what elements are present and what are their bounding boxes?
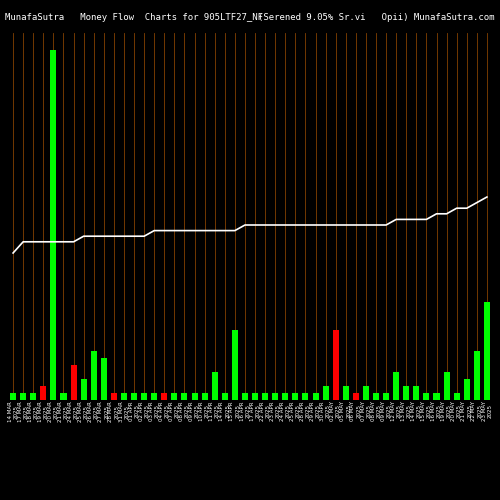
Bar xyxy=(20,393,26,400)
Bar xyxy=(363,386,369,400)
Bar xyxy=(383,393,389,400)
Bar xyxy=(90,351,96,400)
Bar xyxy=(434,393,440,400)
Bar xyxy=(101,358,107,400)
Bar xyxy=(312,393,318,400)
Bar xyxy=(202,393,207,400)
Text: MunafaSutra   Money Flow  Charts for 905LTF27_NF: MunafaSutra Money Flow Charts for 905LTF… xyxy=(5,12,263,22)
Bar xyxy=(424,393,430,400)
Bar xyxy=(332,330,338,400)
Bar xyxy=(212,372,218,400)
Bar xyxy=(192,393,198,400)
Bar xyxy=(302,393,308,400)
Bar xyxy=(444,372,450,400)
Bar xyxy=(373,393,379,400)
Bar xyxy=(474,351,480,400)
Bar xyxy=(162,393,168,400)
Bar xyxy=(40,386,46,400)
Bar xyxy=(131,393,137,400)
Bar xyxy=(222,393,228,400)
Bar xyxy=(60,393,66,400)
Bar xyxy=(484,302,490,400)
Bar xyxy=(404,386,409,400)
Bar xyxy=(343,386,349,400)
Bar xyxy=(70,365,76,400)
Bar xyxy=(414,386,420,400)
Bar xyxy=(282,393,288,400)
Bar xyxy=(121,393,127,400)
Bar xyxy=(30,393,36,400)
Bar xyxy=(50,50,56,400)
Bar xyxy=(151,393,157,400)
Bar xyxy=(10,393,16,400)
Bar xyxy=(292,393,298,400)
Bar xyxy=(464,379,470,400)
Bar xyxy=(242,393,248,400)
Bar xyxy=(232,330,238,400)
Bar xyxy=(393,372,399,400)
Bar xyxy=(322,386,328,400)
Bar xyxy=(141,393,147,400)
Bar xyxy=(272,393,278,400)
Bar xyxy=(353,393,359,400)
Text: (Serened 9.05% Sr.vi   Opii) MunafaSutra.com: (Serened 9.05% Sr.vi Opii) MunafaSutra.c… xyxy=(258,12,495,22)
Bar xyxy=(80,379,86,400)
Bar xyxy=(454,393,460,400)
Bar xyxy=(111,393,117,400)
Bar xyxy=(262,393,268,400)
Bar xyxy=(182,393,188,400)
Bar xyxy=(172,393,177,400)
Bar xyxy=(252,393,258,400)
